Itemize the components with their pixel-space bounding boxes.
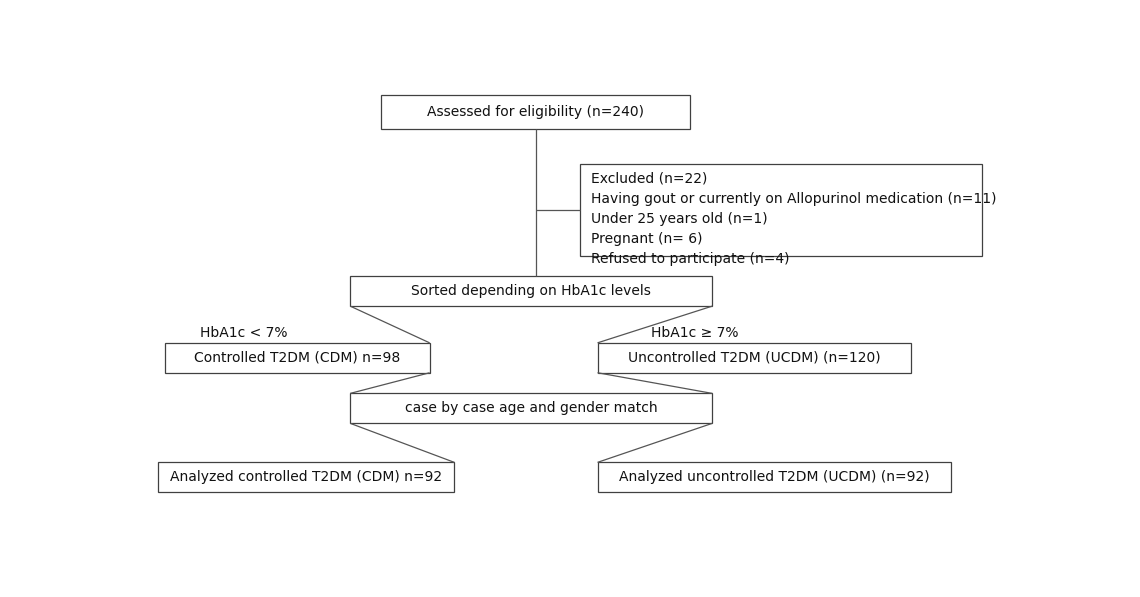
FancyBboxPatch shape: [164, 343, 430, 373]
Text: Uncontrolled T2DM (UCDM) (n=120): Uncontrolled T2DM (UCDM) (n=120): [628, 351, 880, 365]
FancyBboxPatch shape: [381, 94, 691, 129]
Text: HbA1c ≥ 7%: HbA1c ≥ 7%: [651, 326, 739, 340]
Text: Excluded (n=22)
Having gout or currently on Allopurinol medication (n=11)
Under : Excluded (n=22) Having gout or currently…: [592, 172, 996, 266]
Text: Analyzed uncontrolled T2DM (UCDM) (n=92): Analyzed uncontrolled T2DM (UCDM) (n=92): [619, 470, 929, 484]
Text: Controlled T2DM (CDM) n=98: Controlled T2DM (CDM) n=98: [194, 351, 400, 365]
Text: Analyzed controlled T2DM (CDM) n=92: Analyzed controlled T2DM (CDM) n=92: [170, 470, 442, 484]
FancyBboxPatch shape: [350, 276, 712, 306]
Text: HbA1c < 7%: HbA1c < 7%: [201, 326, 288, 340]
FancyBboxPatch shape: [580, 164, 982, 256]
FancyBboxPatch shape: [597, 343, 911, 373]
FancyBboxPatch shape: [158, 462, 455, 493]
FancyBboxPatch shape: [350, 393, 712, 423]
Text: Sorted depending on HbA1c levels: Sorted depending on HbA1c levels: [412, 284, 651, 298]
FancyBboxPatch shape: [597, 462, 951, 493]
Text: case by case age and gender match: case by case age and gender match: [405, 401, 658, 416]
Text: Assessed for eligibility (n=240): Assessed for eligibility (n=240): [428, 105, 644, 119]
